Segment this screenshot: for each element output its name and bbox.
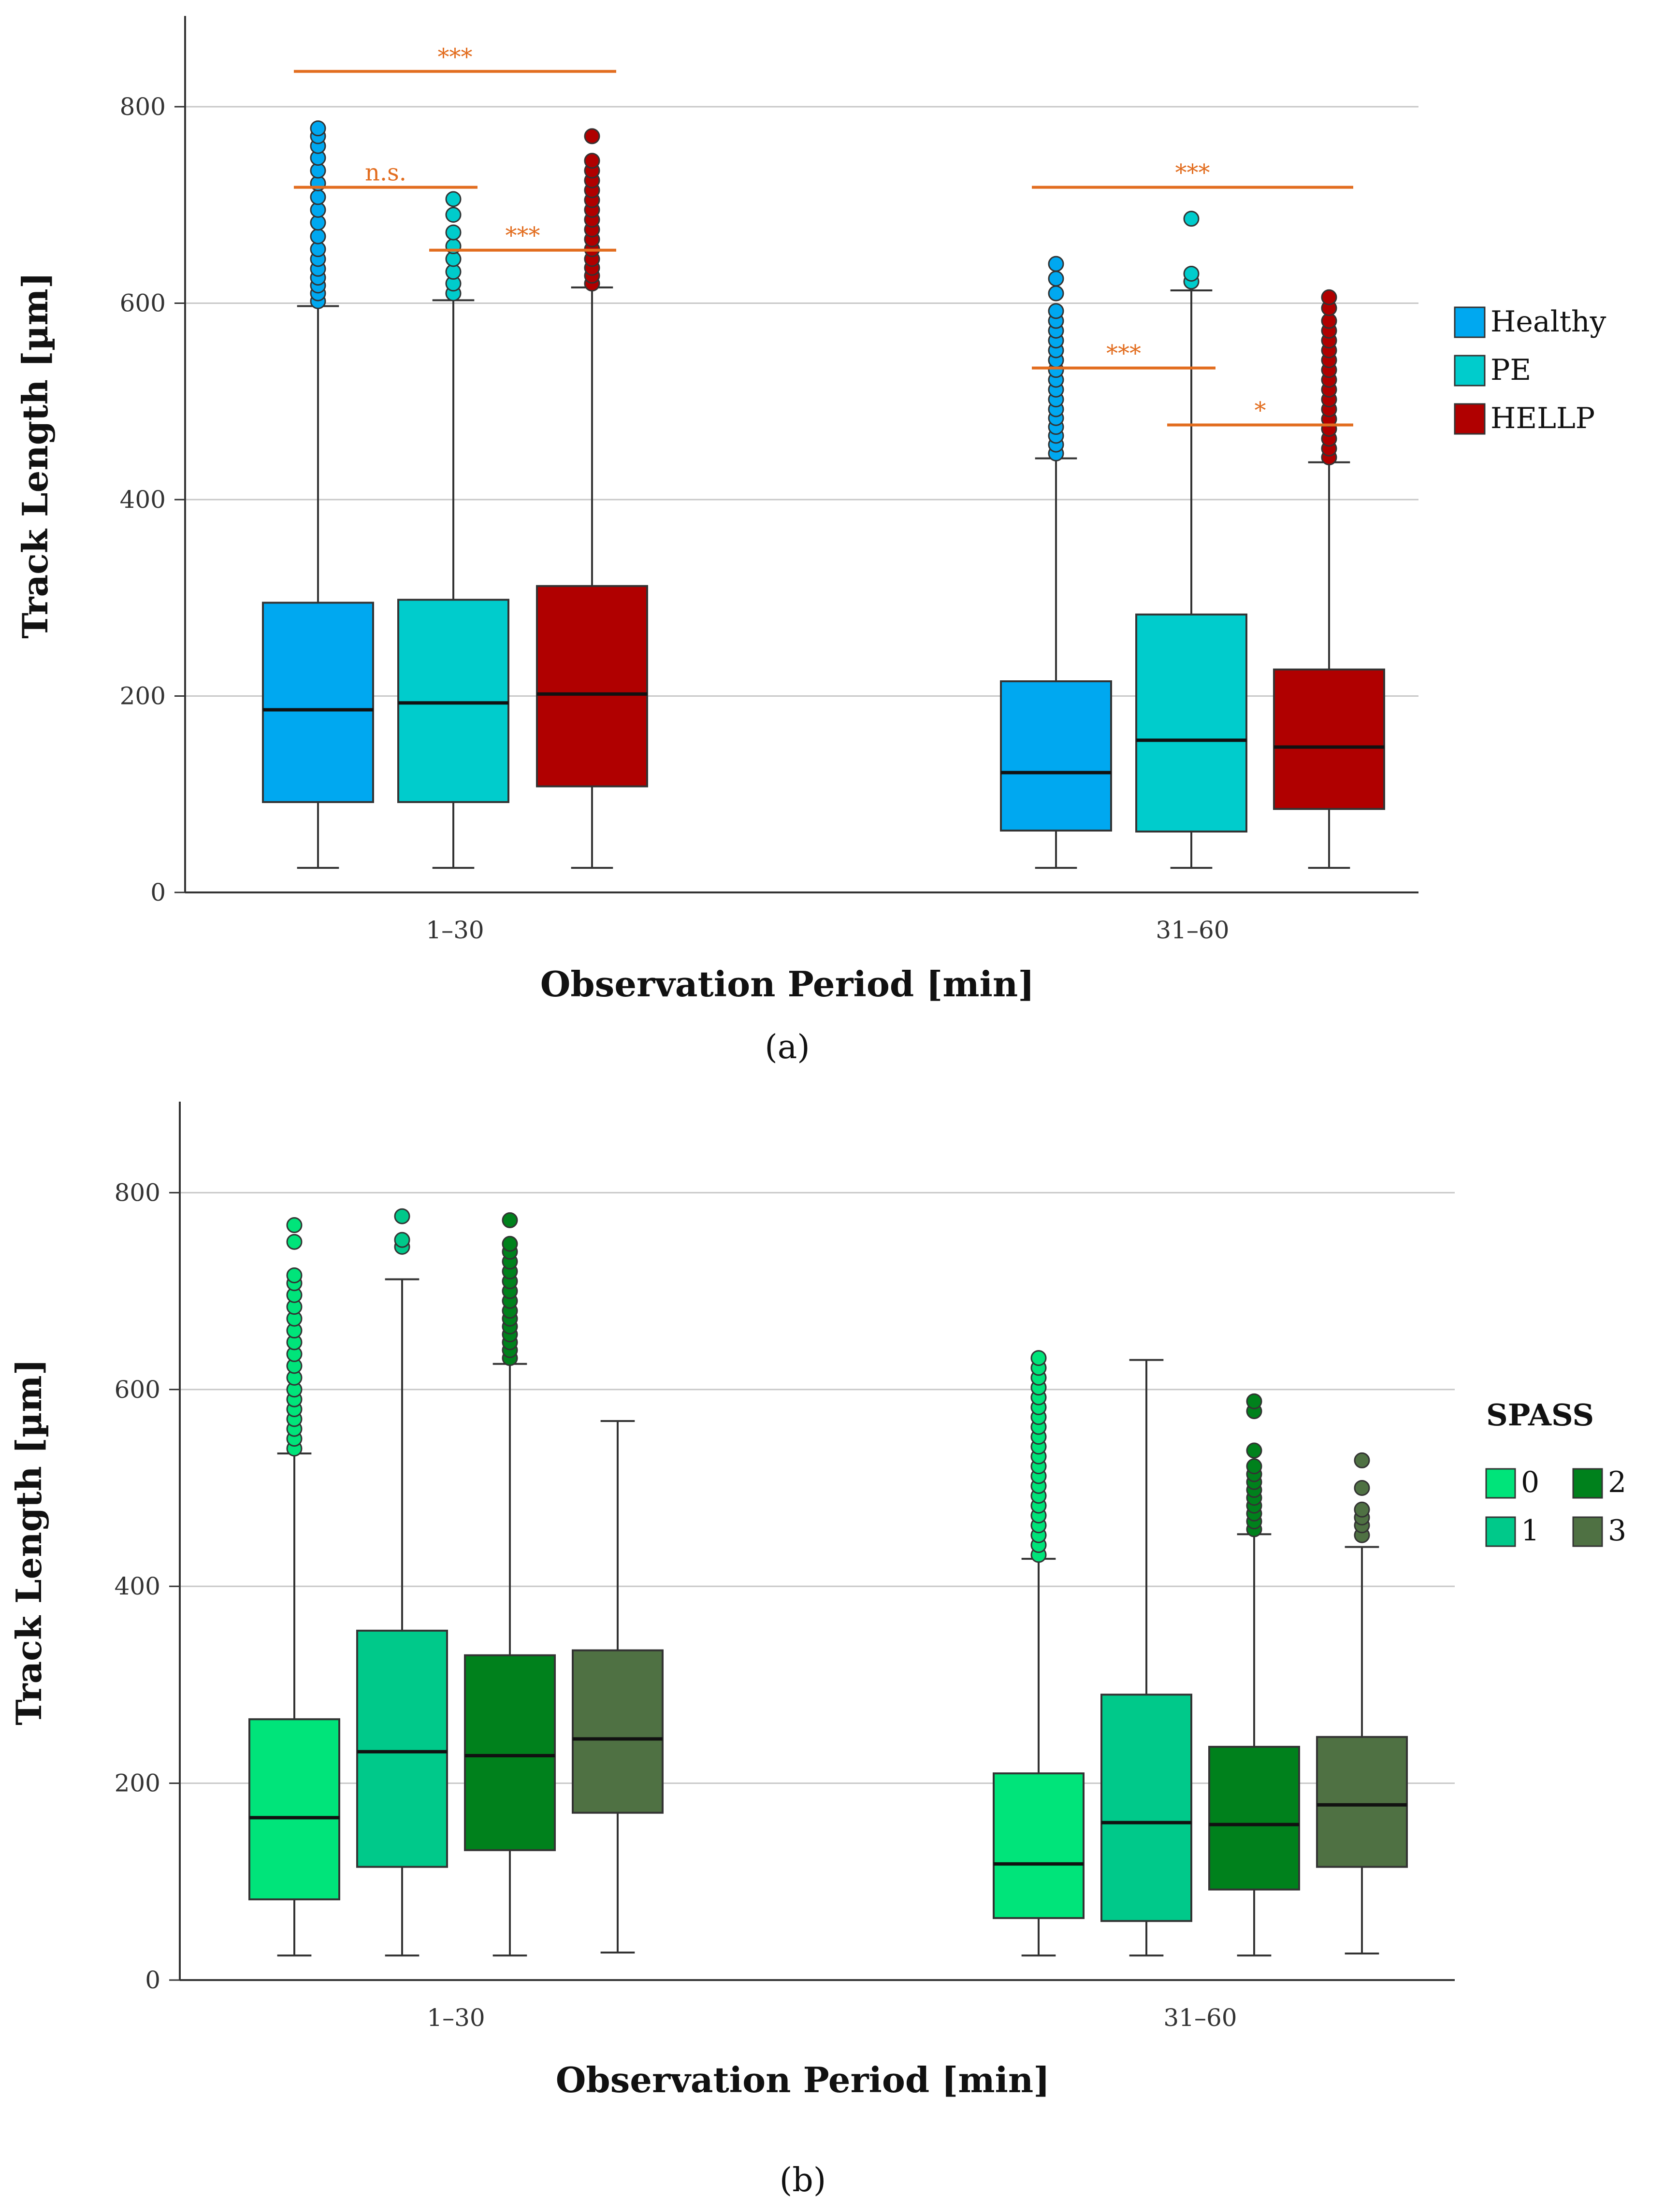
boxplot-chart-b: 0 200 400 600 800 1–30 31–60 Observation Period… [8, 1102, 1626, 2199]
box-PE-31–60 [1135, 613, 1247, 833]
x-axis-title: Observation Period [min] [556, 2059, 1050, 2100]
outlier-point [1246, 1393, 1262, 1409]
outlier-point [286, 1234, 303, 1250]
box-0-1–30 [248, 1718, 340, 1900]
outlier-point [1183, 265, 1200, 282]
box-3-31–60 [1316, 1736, 1408, 1868]
outlier-point [1048, 303, 1064, 319]
outlier-point [310, 120, 326, 137]
y-tick-label: 200 [115, 1769, 160, 1797]
outlier-point [1246, 1442, 1262, 1459]
significance-label: *** [1175, 159, 1210, 187]
significance-label: n.s. [365, 159, 406, 187]
significance-label: *** [1106, 340, 1141, 367]
legend-swatch-PE [1454, 355, 1486, 387]
box-0-31–60 [993, 1772, 1085, 1919]
outlier-point [1246, 1458, 1262, 1475]
legend-swatch-2 [1572, 1468, 1603, 1499]
box-2-31–60 [1208, 1746, 1300, 1891]
outlier-point [584, 128, 600, 144]
box-3-1–30 [572, 1649, 664, 1814]
y-tick-label: 200 [120, 682, 166, 710]
y-tick-label: 0 [145, 1966, 160, 1994]
outlier-point [1354, 1501, 1370, 1518]
legend-swatch-Healthy [1454, 306, 1486, 338]
outlier-point [1030, 1350, 1047, 1366]
figure-panel-b: 0 200 400 600 800 1–30 31–60 Observation Period… [0, 1087, 1664, 2210]
legend-label-0: 0 [1521, 1465, 1539, 1499]
outlier-point [1354, 1479, 1370, 1496]
y-axis-title: Track Length [µm] [8, 1359, 49, 1725]
box-1-31–60 [1100, 1694, 1192, 1922]
y-tick-label: 0 [150, 878, 166, 906]
panel-label: (a) [765, 1028, 810, 1066]
y-tick-label: 600 [115, 1376, 160, 1404]
legend-label-HELLP: HELLP [1490, 402, 1595, 435]
significance-label: * [1255, 397, 1266, 424]
outlier-point [394, 1208, 410, 1224]
outlier-point [1048, 285, 1064, 302]
x-tick-label: 1–30 [427, 2004, 485, 2032]
legend-label-3: 3 [1608, 1514, 1626, 1548]
legend-title: SPASS [1486, 1397, 1594, 1433]
figure-panel-a: 0 200 400 600 800 1–30 31–60 *** n.s. *** *** *** * O… [0, 0, 1664, 1087]
y-tick-label: 800 [120, 93, 166, 121]
outlier-point [584, 153, 600, 169]
outlier-point [1048, 271, 1064, 287]
outlier-point [1183, 211, 1200, 227]
x-tick-label: 31–60 [1156, 916, 1229, 944]
box-HELLP-31–60 [1273, 668, 1385, 810]
legend-swatch-1 [1485, 1516, 1516, 1547]
x-axis-title: Observation Period [min] [540, 963, 1035, 1005]
significance-label: *** [438, 43, 473, 71]
box-PE-1–30 [397, 599, 509, 804]
outlier-point [1321, 289, 1337, 305]
y-tick-label: 400 [120, 486, 166, 514]
outlier-point [445, 224, 462, 241]
outlier-point [1048, 256, 1064, 272]
y-tick-label: 800 [115, 1178, 160, 1207]
outlier-point [394, 1232, 410, 1248]
outlier-point [286, 1267, 303, 1283]
y-tick-label: 400 [115, 1572, 160, 1600]
legend-label-PE: PE [1490, 353, 1531, 387]
legend-label-2: 2 [1608, 1465, 1626, 1499]
box-HELLP-1–30 [536, 585, 648, 788]
y-axis-title: Track Length [µm] [14, 272, 56, 639]
box-1-1–30 [356, 1629, 448, 1868]
legend-swatch-3 [1572, 1516, 1603, 1547]
panel-label: (b) [780, 2161, 826, 2199]
legend-swatch-HELLP [1454, 403, 1486, 435]
x-tick-label: 1–30 [426, 916, 484, 944]
legend-label-1: 1 [1521, 1514, 1539, 1548]
legend-swatch-0 [1485, 1468, 1516, 1499]
box-Healthy-1–30 [262, 602, 374, 804]
outlier-point [1354, 1452, 1370, 1468]
outlier-point [445, 207, 462, 223]
legend-label-Healthy: Healthy [1490, 305, 1606, 339]
x-tick-label: 31–60 [1163, 2004, 1237, 2032]
outlier-point [310, 228, 326, 244]
outlier-point [445, 191, 462, 207]
box-Healthy-31–60 [1000, 680, 1112, 832]
outlier-point [310, 189, 326, 205]
box-2-1–30 [464, 1654, 556, 1852]
outlier-point [502, 1212, 518, 1228]
significance-label: *** [506, 222, 540, 249]
outlier-point [502, 1235, 518, 1252]
outlier-point [286, 1217, 303, 1234]
y-tick-label: 600 [120, 289, 166, 317]
